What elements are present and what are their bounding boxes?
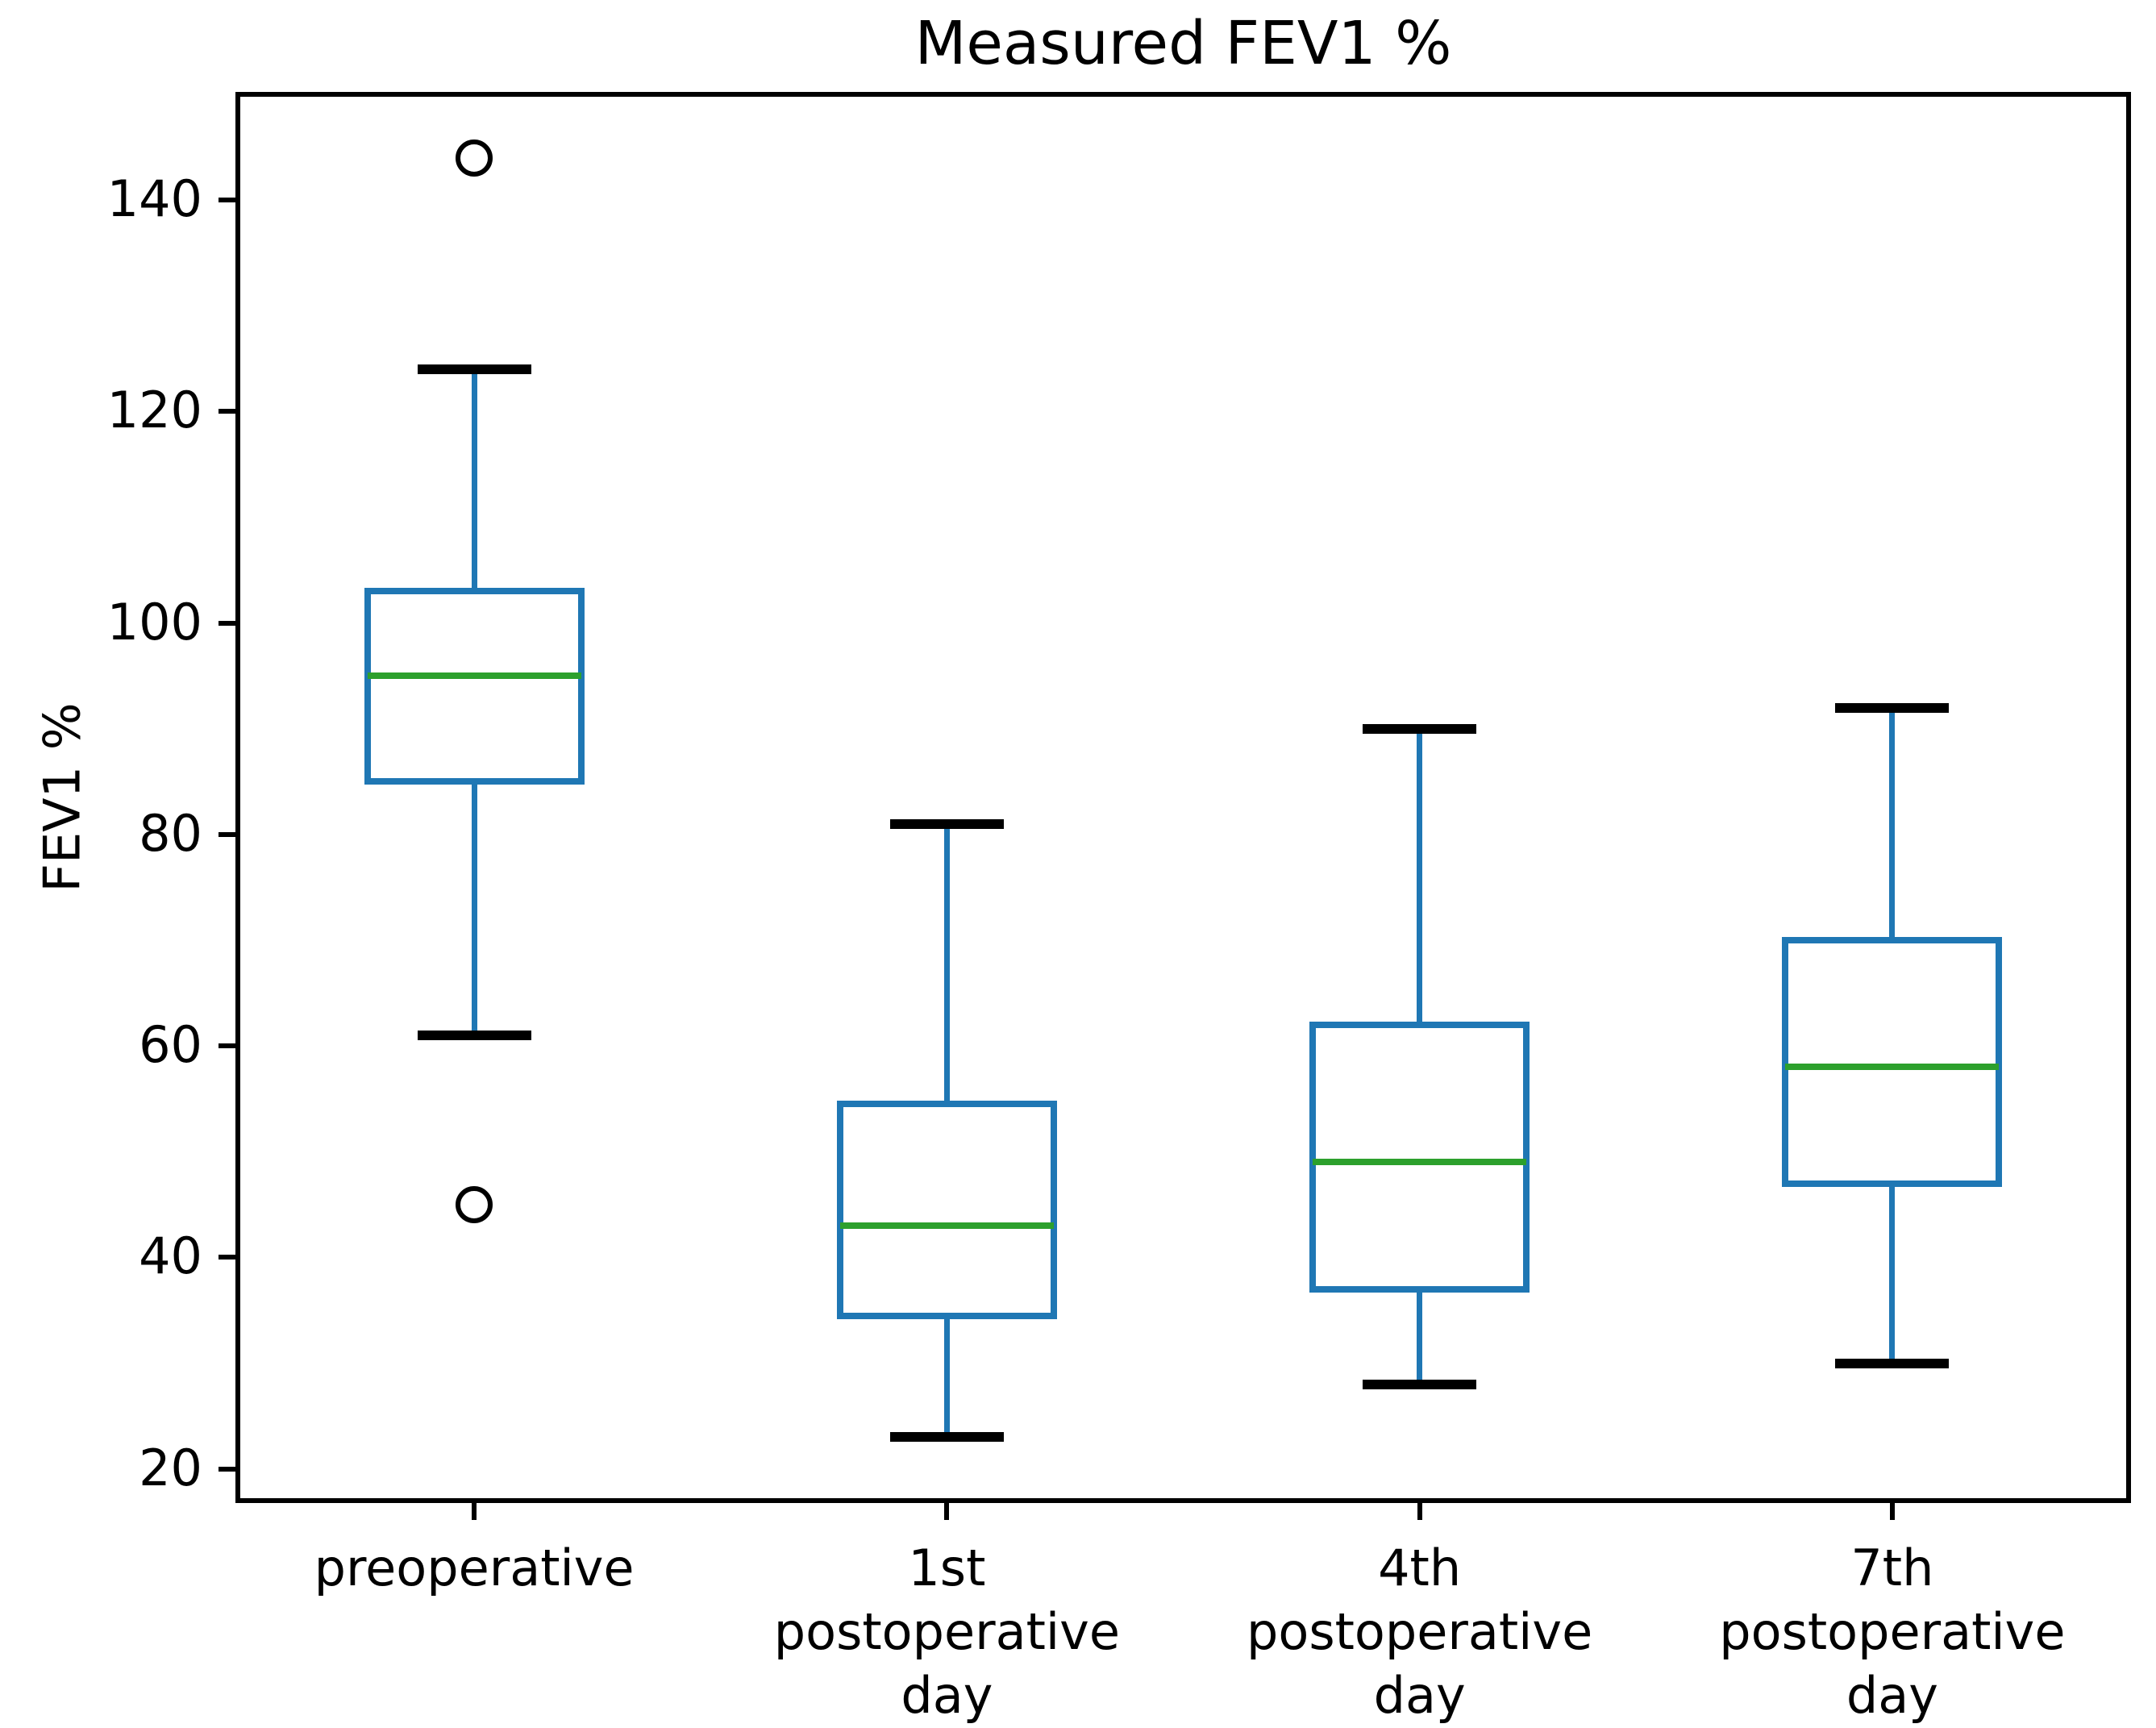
whisker-upper-line (1417, 728, 1423, 1025)
whisker-upper-line (471, 369, 477, 592)
x-tick-label-line: postoperative (773, 1602, 1120, 1661)
x-tick-mark (1889, 1501, 1895, 1520)
y-tick-mark (219, 198, 238, 203)
y-tick-mark (219, 409, 238, 414)
box-rect (364, 588, 585, 785)
x-tick-label-line: postoperative (1247, 1602, 1593, 1661)
y-tick-label: 100 (106, 592, 202, 652)
x-tick-label-line: postoperative (1719, 1602, 2066, 1661)
whisker-lower-line (1417, 1289, 1423, 1384)
median-line (1785, 1064, 2000, 1071)
plot-area (235, 92, 2131, 1503)
y-tick-label: 20 (139, 1438, 202, 1497)
whisker-lower-line (1889, 1183, 1896, 1364)
whisker-cap (1835, 702, 1950, 713)
whisker-cap (417, 1031, 531, 1041)
x-tick-mark (1417, 1501, 1422, 1520)
x-tick-label: 4th postoperative day (1162, 1536, 1678, 1727)
whisker-cap (1363, 723, 1477, 734)
x-tick-mark (944, 1501, 950, 1520)
median-line (839, 1222, 1054, 1230)
whisker-lower-line (471, 781, 477, 1036)
whisker-cap (889, 1432, 1004, 1443)
x-tick-label-line: 1st (908, 1539, 986, 1597)
y-tick-mark (219, 620, 238, 626)
median-line (367, 672, 581, 680)
y-tick-mark (219, 1466, 238, 1472)
whisker-cap (1363, 1379, 1477, 1389)
box-rect (836, 1101, 1057, 1319)
x-tick-label-line: 4th (1378, 1539, 1462, 1597)
x-tick-label-line: day (1373, 1666, 1466, 1725)
box-rect (1782, 937, 2003, 1187)
x-tick-label: 7th postoperative day (1634, 1536, 2150, 1727)
box-rect (1309, 1021, 1530, 1293)
x-tick-label-line: day (901, 1666, 993, 1725)
y-tick-label: 60 (139, 1014, 202, 1074)
x-tick-label-line: preoperative (314, 1539, 635, 1597)
outlier-marker (456, 139, 493, 177)
y-tick-mark (219, 1043, 238, 1049)
outlier-marker (456, 1185, 493, 1223)
y-tick-mark (219, 1255, 238, 1260)
x-tick-label-line: 7th (1850, 1539, 1934, 1597)
y-tick-label: 80 (139, 803, 202, 863)
x-tick-label-line: day (1846, 1666, 1938, 1725)
y-axis-label: FEV1 % (32, 702, 92, 893)
whisker-lower-line (943, 1315, 950, 1438)
y-tick-label: 120 (106, 381, 202, 440)
x-tick-mark (472, 1501, 477, 1520)
whisker-upper-line (943, 823, 950, 1105)
whisker-cap (889, 818, 1004, 829)
x-tick-label: preoperative (216, 1536, 732, 1600)
y-tick-label: 40 (139, 1226, 202, 1286)
whisker-cap (1835, 1358, 1950, 1368)
median-line (1313, 1159, 1527, 1166)
whisker-upper-line (1889, 707, 1896, 940)
whisker-cap (417, 364, 531, 374)
chart-title: Measured FEV1 % (914, 9, 1452, 78)
y-tick-mark (219, 831, 238, 837)
x-tick-label: 1st postoperative day (689, 1536, 1205, 1727)
y-tick-label: 140 (106, 169, 202, 228)
